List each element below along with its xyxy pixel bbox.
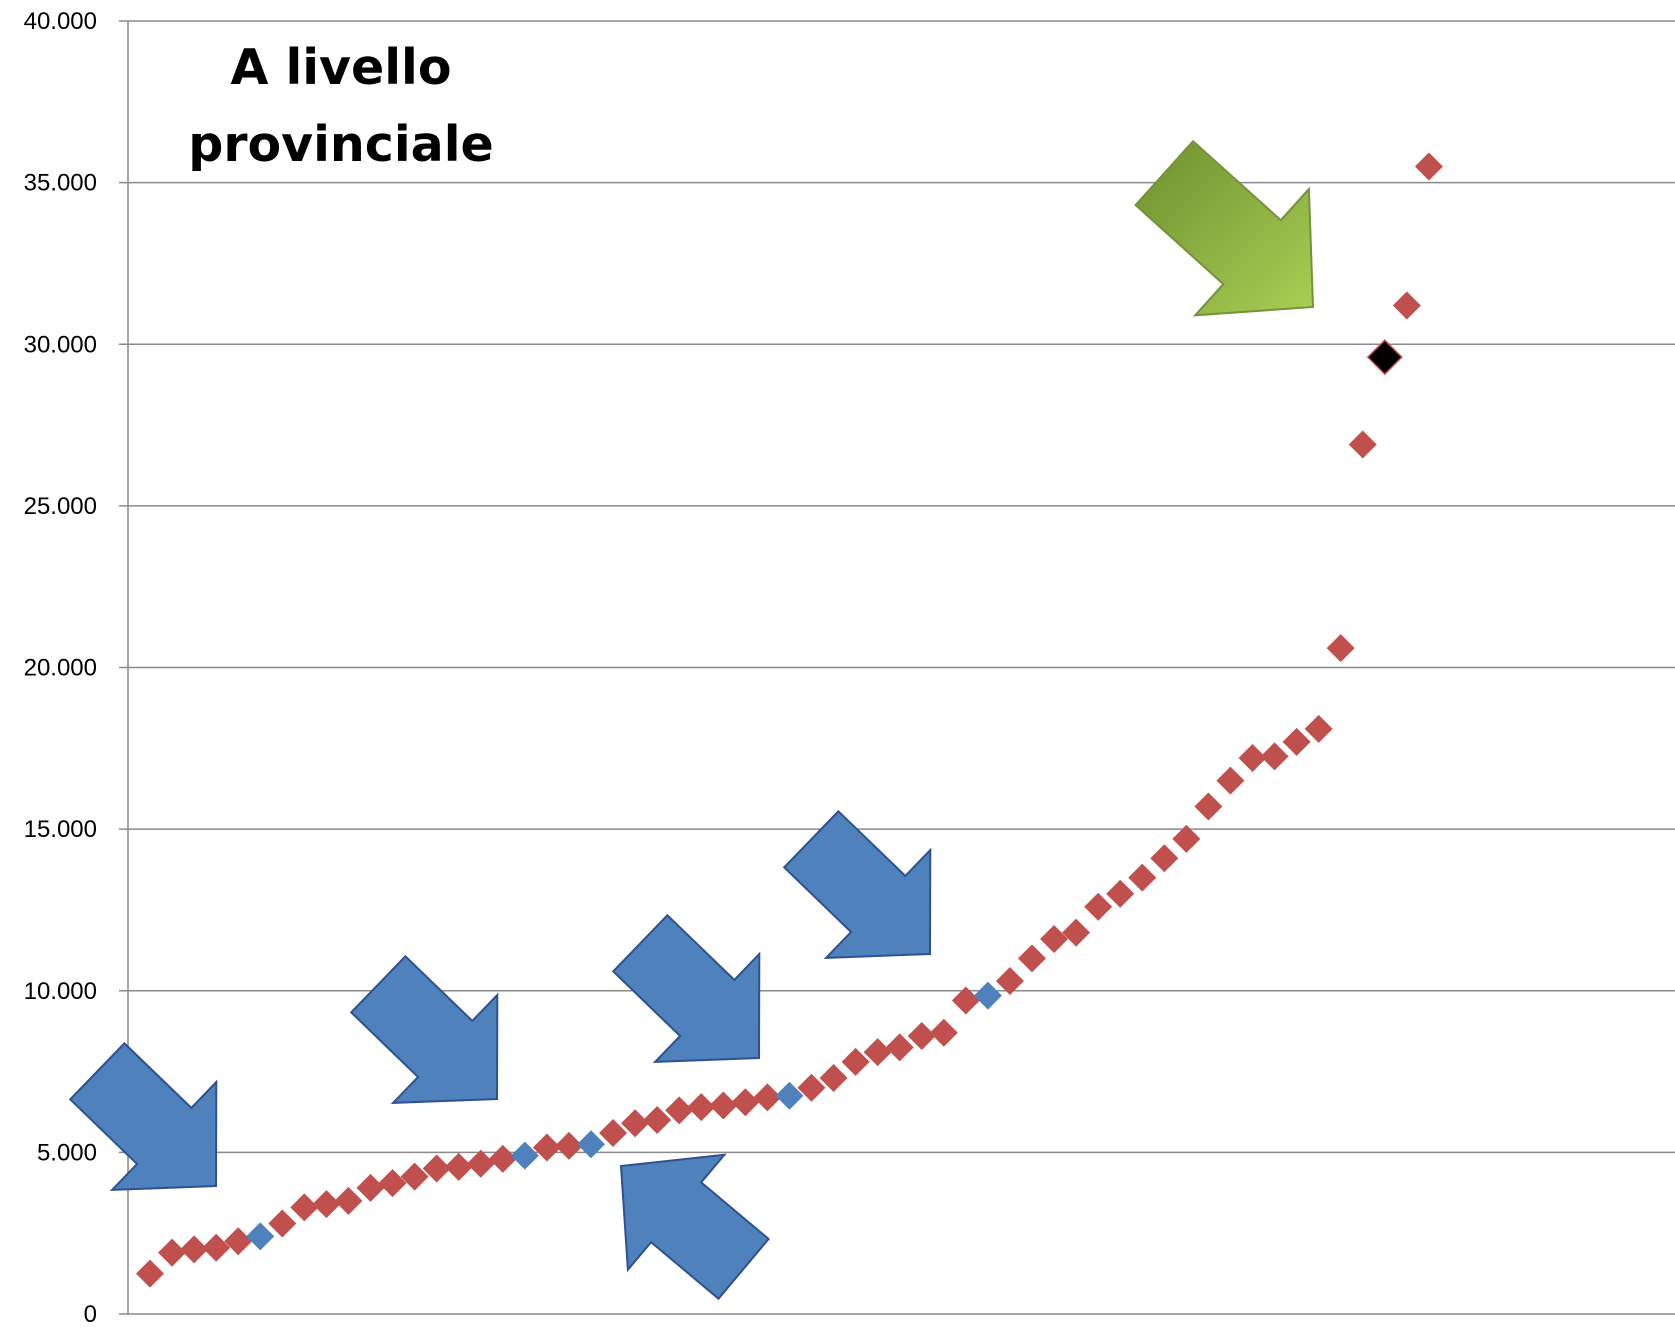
y-tick-label-0: 0 [84,1301,97,1328]
data-point [753,1083,782,1112]
data-point-highlighted [775,1081,804,1110]
data-point [1414,152,1443,181]
data-point [378,1169,407,1198]
data-point [1194,792,1223,821]
data-point [400,1162,429,1191]
data-points [136,152,1443,1288]
data-point-special [1366,339,1403,376]
data-point [819,1064,848,1093]
data-point-highlighted [246,1222,275,1251]
y-tick-label-5: 25.000 [24,493,97,520]
data-point [863,1038,892,1067]
gridlines [128,20,1675,1154]
data-point [929,1018,958,1047]
arrow-blue-3 [611,913,761,1063]
data-point [1018,944,1046,973]
data-point [1304,714,1333,743]
data-point [1150,844,1179,873]
data-point [1348,430,1377,459]
data-point [621,1109,650,1138]
data-point [1392,291,1421,320]
data-point [312,1190,341,1219]
data-point [136,1259,164,1288]
y-tick-label-4: 20.000 [24,655,97,682]
data-point [1260,742,1289,771]
data-point [268,1209,297,1238]
y-axis-tick-labels: 0 5.000 10.000 15.000 20.000 25.000 30.000 35.0… [24,8,97,1328]
data-point [444,1152,473,1181]
data-point [202,1233,231,1262]
data-point [224,1227,253,1256]
y-tick-label-8: 40.000 [24,8,97,35]
arrow-blue-4 [782,809,932,959]
data-point [665,1096,694,1125]
data-point [731,1088,760,1117]
y-tick-label-3: 15.000 [24,816,97,843]
chart-title-line-1: A livello [230,39,451,96]
data-point [995,967,1024,996]
data-point [1128,863,1157,892]
data-point [158,1238,187,1267]
data-point [951,986,980,1015]
data-point [466,1149,495,1178]
y-tick-label-7: 35.000 [24,170,97,197]
data-point [334,1186,363,1215]
data-point [180,1235,209,1264]
data-point [1326,634,1355,663]
data-point [1106,879,1135,908]
data-point [1062,918,1091,947]
data-point [687,1093,716,1122]
data-point [1084,892,1113,921]
data-point [709,1091,738,1120]
data-point [1172,824,1201,853]
data-point [885,1033,914,1062]
data-point [488,1144,517,1173]
data-point [1040,925,1069,954]
data-point [907,1022,936,1051]
data-point-highlighted [973,981,1002,1010]
data-point [1216,766,1245,795]
y-tick-label-2: 10.000 [24,978,97,1005]
data-point [422,1154,451,1183]
data-point [1282,727,1311,756]
arrow-blue-2 [349,954,499,1104]
annotation-arrows [68,139,1315,1301]
data-point [356,1173,385,1202]
data-point [797,1073,826,1102]
data-point [1238,744,1267,773]
data-point [841,1047,870,1076]
data-point [532,1133,561,1162]
y-tick-label-6: 30.000 [24,331,97,358]
data-point [554,1131,583,1160]
chart-title-line-2: provinciale [188,116,493,173]
arrow-blue-5 [619,1153,771,1301]
arrow-blue-1 [68,1041,218,1191]
y-tick-label-1: 5.000 [37,1139,97,1166]
data-point-highlighted [577,1130,605,1159]
data-point-highlighted [510,1141,539,1170]
data-point [643,1106,672,1135]
data-point [290,1193,319,1222]
data-point [599,1118,628,1147]
arrow-green [1134,139,1315,317]
